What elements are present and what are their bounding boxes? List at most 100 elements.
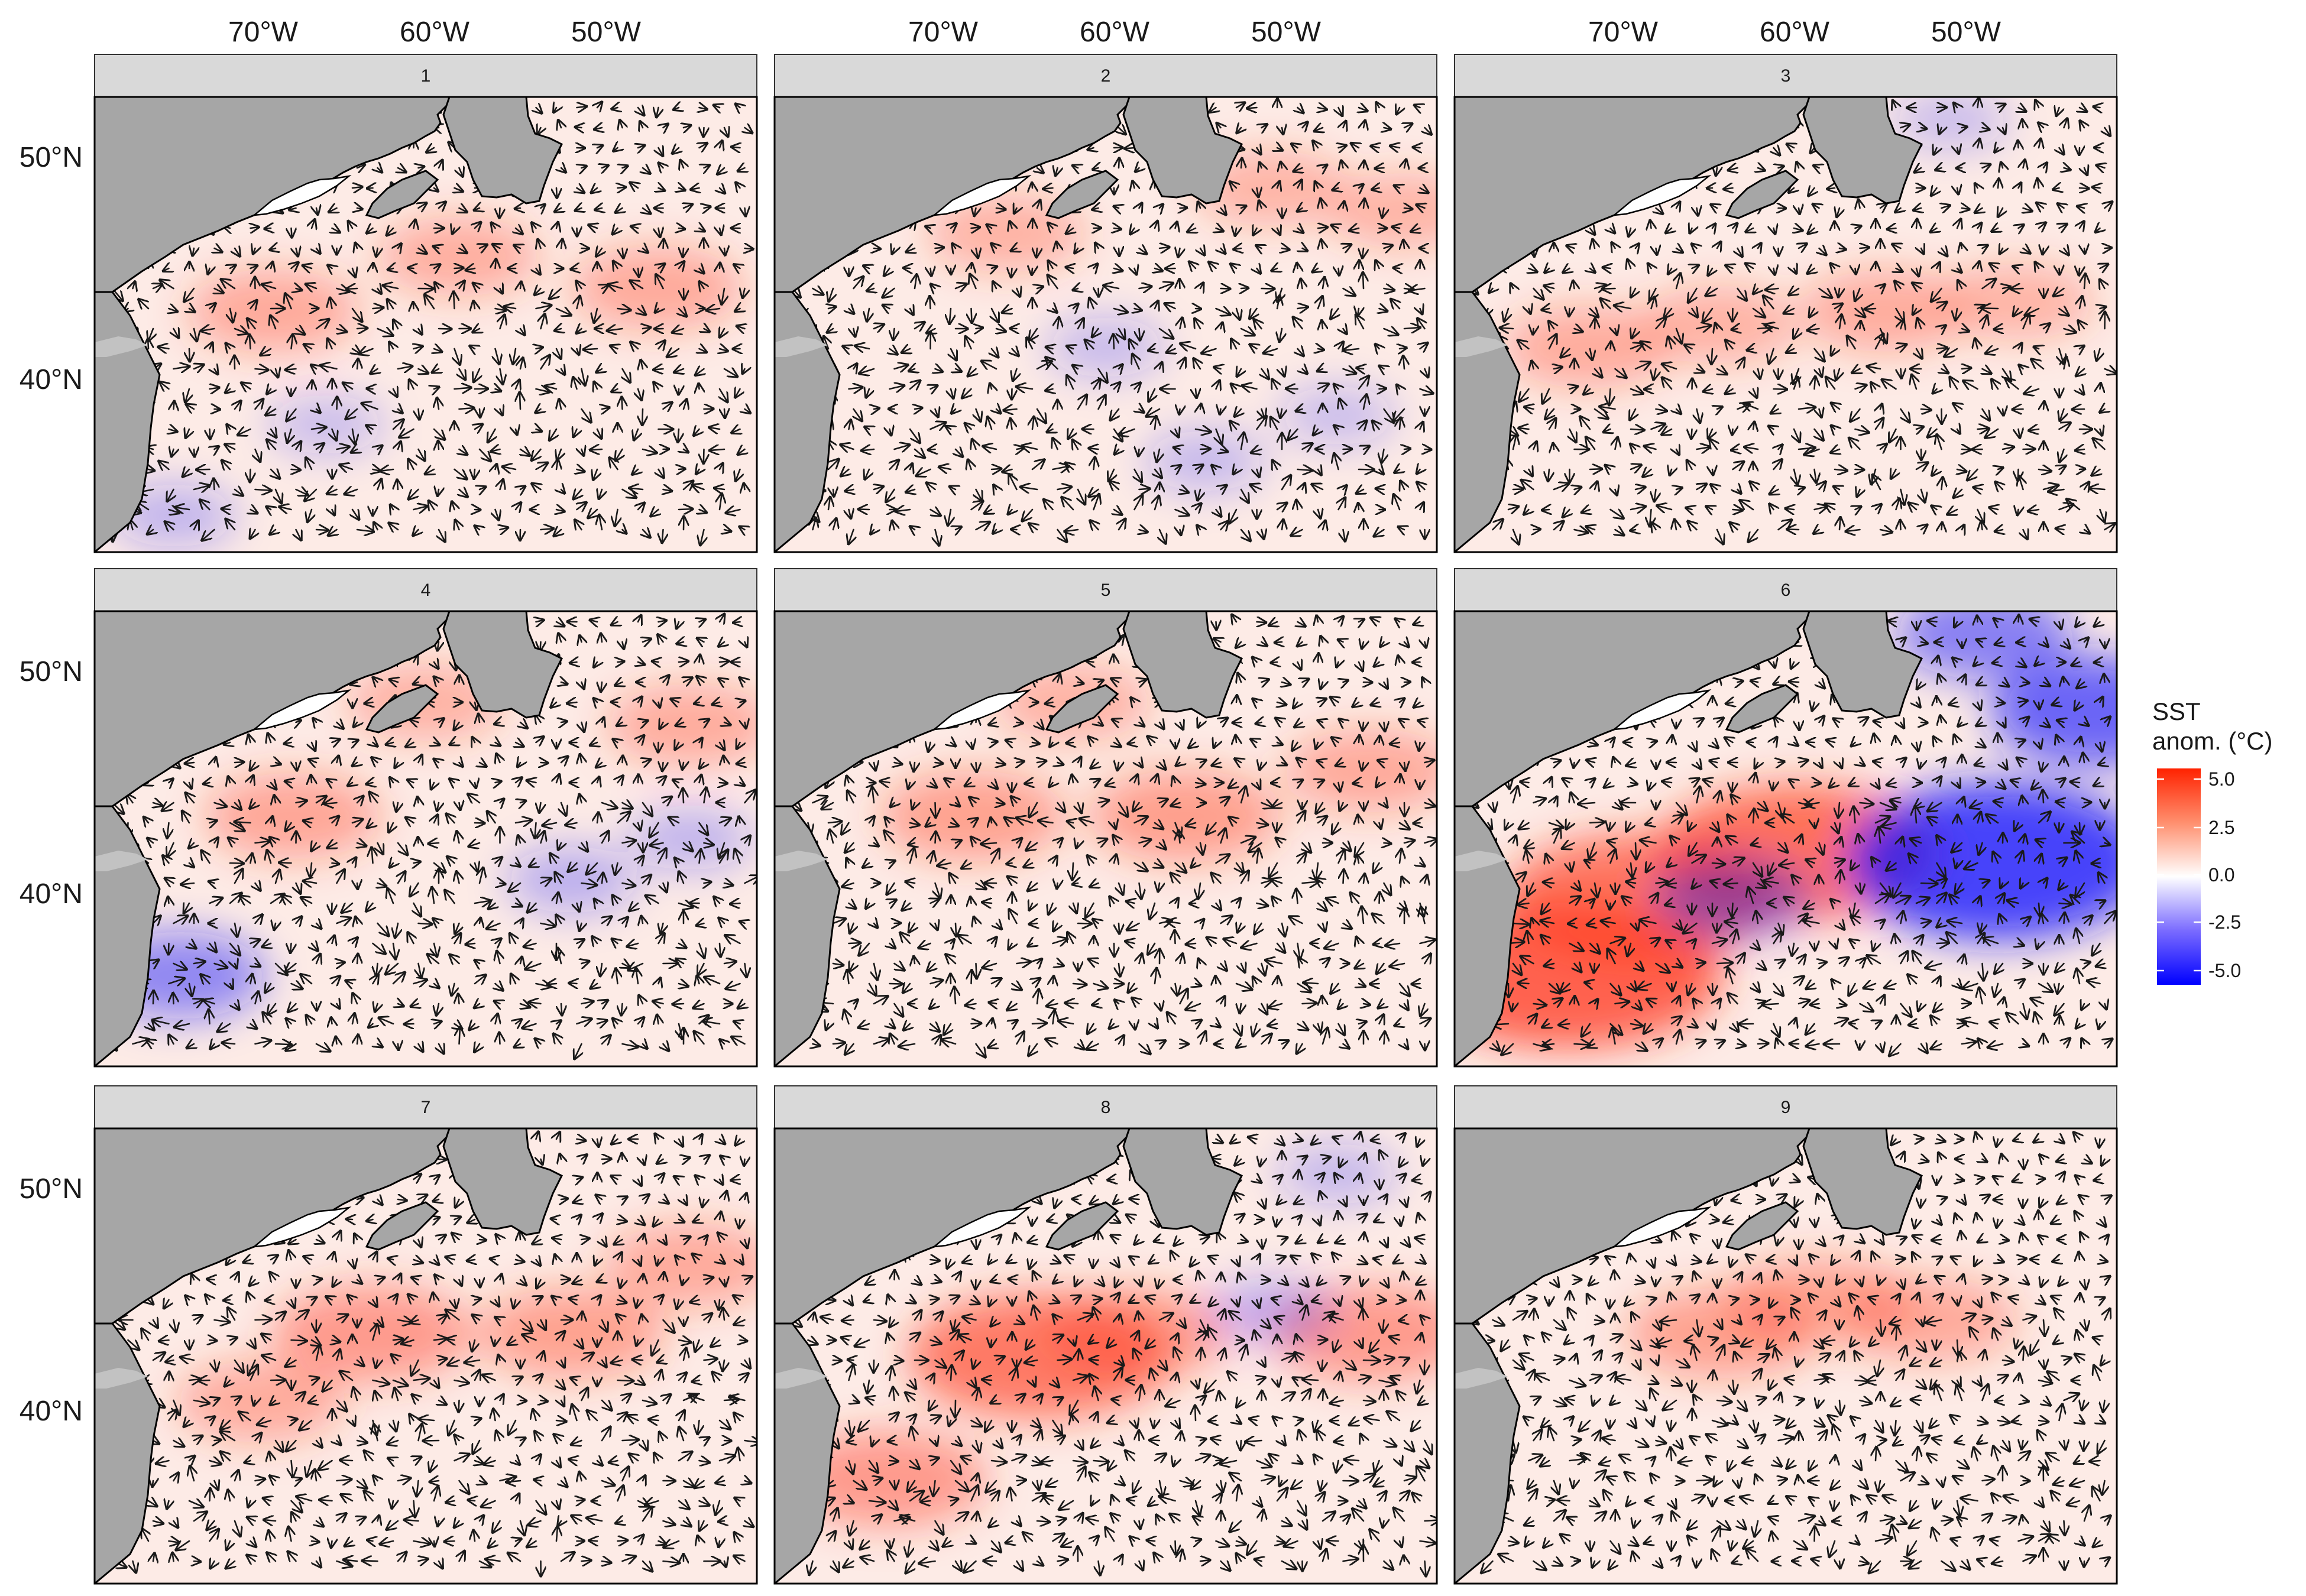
vector-arrow: [1900, 520, 1901, 531]
vector-arrow: [1815, 377, 1816, 390]
facet-strip-label: 6: [1781, 580, 1791, 600]
facet-strip-label: 1: [421, 66, 431, 86]
facet-map: [773, 96, 1438, 553]
vector-arrow: [970, 1023, 982, 1024]
vector-arrow: [296, 763, 297, 771]
vector-arrow: [990, 818, 992, 823]
warm-anomaly: [478, 1287, 665, 1379]
vector-arrow: [1425, 1044, 1426, 1050]
vector-arrow: [1962, 127, 1967, 128]
vector-arrow: [1404, 682, 1410, 683]
vector-arrow: [337, 397, 338, 410]
vector-arrow: [1114, 942, 1115, 956]
vector-arrow: [210, 1340, 217, 1341]
vector-arrow: [683, 248, 684, 257]
vector-arrow: [490, 1258, 495, 1260]
vector-arrow: [458, 994, 459, 1005]
cold-anomaly: [1653, 857, 1813, 939]
vector-arrow: [356, 328, 368, 329]
vector-arrow: [652, 661, 659, 663]
vector-arrow: [1520, 781, 1528, 783]
facet-panel: 2: [773, 54, 1438, 553]
vector-arrow: [1691, 428, 1692, 439]
vector-arrow: [235, 762, 244, 763]
vector-arrow: [2078, 188, 2089, 189]
facet-map: [93, 1127, 758, 1585]
vector-arrow: [515, 208, 520, 209]
cold-anomaly: [1046, 317, 1165, 378]
vector-arrow: [285, 369, 297, 370]
vector-arrow: [1779, 761, 1784, 763]
vector-arrow: [153, 991, 154, 1005]
vector-arrow: [332, 863, 339, 864]
vector-arrow: [1773, 783, 1774, 790]
vector-arrow: [209, 1009, 210, 1025]
vector-arrow: [874, 408, 879, 410]
vector-arrow: [367, 1540, 373, 1541]
vector-arrow: [1087, 661, 1094, 662]
vector-arrow: [1271, 662, 1277, 663]
vector-arrow: [719, 1299, 720, 1310]
vector-arrow: [622, 1153, 623, 1159]
vector-arrow: [658, 741, 659, 752]
vector-arrow: [346, 288, 358, 289]
vector-arrow: [590, 449, 603, 450]
vector-arrow: [718, 1521, 724, 1522]
vector-arrow: [577, 228, 578, 236]
vector-arrow: [2018, 468, 2019, 481]
vector-arrow: [740, 1340, 747, 1341]
vector-arrow: [1860, 321, 1861, 329]
vector-arrow: [336, 1036, 337, 1044]
vector-arrow: [1724, 883, 1738, 884]
vector-arrow: [1716, 922, 1717, 933]
x-tick-label: 60°W: [1080, 17, 1150, 48]
vector-arrow: [724, 755, 725, 763]
vector-arrow: [290, 942, 292, 953]
vector-arrow: [2063, 677, 2064, 682]
y-tick-label: 50°N: [20, 1173, 83, 1205]
vector-arrow: [2059, 389, 2060, 397]
vector-arrow: [662, 763, 663, 771]
facet-panel: 1: [93, 54, 758, 553]
vector-arrow: [1998, 702, 2004, 703]
vector-arrow: [2042, 248, 2043, 254]
vector-arrow: [1277, 99, 1278, 109]
warm-anomaly: [607, 684, 757, 766]
vector-arrow: [1573, 1044, 1591, 1045]
vector-arrow: [1404, 208, 1413, 209]
vector-arrow: [254, 1319, 272, 1320]
vector-arrow: [1420, 260, 1421, 268]
vector-arrow: [1568, 923, 1575, 924]
vector-arrow: [1220, 409, 1221, 414]
vector-arrow: [1849, 1023, 1855, 1024]
vector-arrow: [1712, 469, 1713, 475]
vector-arrow: [1379, 892, 1380, 904]
vector-arrow: [649, 1419, 659, 1420]
vector-arrow: [1322, 996, 1323, 1004]
warm-anomaly: [1284, 728, 1437, 813]
vector-arrow: [621, 397, 622, 410]
vector-arrow: [1630, 530, 1635, 531]
vector-arrow: [683, 789, 684, 804]
vector-arrow: [2058, 903, 2072, 904]
vector-arrow: [1920, 409, 1931, 410]
warm-anomaly: [604, 1222, 757, 1308]
vector-arrow: [2100, 383, 2101, 389]
vector-arrow: [189, 1339, 190, 1350]
vector-arrow: [168, 897, 169, 903]
vector-arrow: [1077, 923, 1092, 924]
vector-arrow: [196, 469, 210, 470]
vector-arrow: [895, 923, 901, 924]
vector-arrow: [1400, 348, 1407, 349]
vector-arrow: [621, 1440, 639, 1441]
vector-arrow: [264, 228, 271, 229]
vector-arrow: [1175, 742, 1176, 748]
vector-arrow: [1384, 843, 1391, 844]
vector-arrow: [730, 903, 741, 904]
vector-arrow: [234, 822, 251, 823]
vector-arrow: [1707, 188, 1712, 189]
warm-anomaly: [571, 246, 744, 330]
x-tick-label: 70°W: [1588, 17, 1659, 48]
vector-arrow: [914, 763, 915, 771]
vector-arrow: [663, 239, 664, 249]
